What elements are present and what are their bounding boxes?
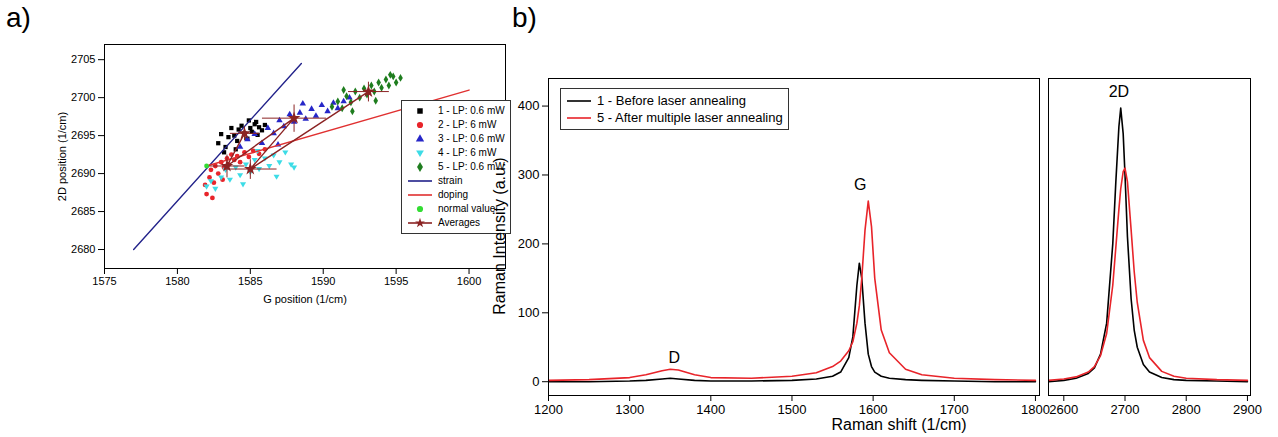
svg-text:2600: 2600	[1049, 402, 1078, 417]
html-text:Raman shift (1/cm): Raman shift (1/cm)	[831, 416, 967, 433]
svg-text:2900: 2900	[1233, 402, 1262, 417]
svg-text:2700: 2700	[71, 91, 95, 103]
svg-text:1585: 1585	[238, 275, 262, 287]
html-text:b): b)	[512, 2, 537, 33]
svg-text:1600: 1600	[457, 275, 481, 287]
svg-text:1600: 1600	[859, 402, 888, 417]
html-text:2 - LP: 6 mW: 2 - LP: 6 mW	[438, 119, 497, 130]
svg-text:1595: 1595	[384, 275, 408, 287]
html-text:3 - LP: 0.6 mW: 3 - LP: 0.6 mW	[438, 133, 505, 144]
svg-text:1700: 1700	[940, 402, 969, 417]
html-text:Raman Intensity (a.u.): Raman Intensity (a.u.)	[491, 157, 508, 315]
html-text:5 - LP: 0.6 mW: 5 - LP: 0.6 mW	[438, 161, 505, 172]
html-text:normal value: normal value	[438, 203, 496, 214]
svg-text:1400: 1400	[696, 402, 725, 417]
svg-text:200: 200	[518, 236, 540, 251]
svg-text:1575: 1575	[92, 275, 116, 287]
svg-text:1580: 1580	[165, 275, 189, 287]
svg-text:100: 100	[518, 305, 540, 320]
html-text:a): a)	[6, 2, 31, 33]
html-text:4 - LP: 6 mW: 4 - LP: 6 mW	[438, 147, 497, 158]
html-text:doping: doping	[438, 189, 468, 200]
html-text:1 - LP: 0.6 mW: 1 - LP: 0.6 mW	[438, 105, 505, 116]
html-text:Averages: Averages	[438, 217, 481, 228]
svg-text:300: 300	[518, 167, 540, 182]
html-text:5 - After multiple laser annea: 5 - After multiple laser annealing	[597, 110, 783, 125]
svg-text:2705: 2705	[71, 53, 95, 65]
html-text:1 - Before laser annealing: 1 - Before laser annealing	[597, 93, 746, 108]
svg-text:1800: 1800	[1021, 402, 1050, 417]
svg-text:2D: 2D	[1109, 83, 1129, 100]
svg-text:0: 0	[532, 374, 539, 389]
svg-text:2695: 2695	[71, 129, 95, 141]
svg-text:400: 400	[518, 98, 540, 113]
html-text:strain: strain	[438, 175, 463, 186]
svg-text:2690: 2690	[71, 167, 95, 179]
svg-text:2D position (1/cm): 2D position (1/cm)	[56, 112, 68, 201]
svg-text:1590: 1590	[311, 275, 335, 287]
svg-text:2800: 2800	[1172, 402, 1201, 417]
svg-text:G position (1/cm): G position (1/cm)	[263, 293, 347, 305]
svg-text:2680: 2680	[71, 243, 95, 255]
svg-text:2700: 2700	[1111, 402, 1140, 417]
svg-text:D: D	[669, 349, 681, 366]
svg-text:1200: 1200	[534, 402, 563, 417]
svg-text:1300: 1300	[615, 402, 644, 417]
svg-text:G: G	[854, 176, 866, 193]
svg-text:2685: 2685	[71, 205, 95, 217]
svg-text:1500: 1500	[778, 402, 807, 417]
